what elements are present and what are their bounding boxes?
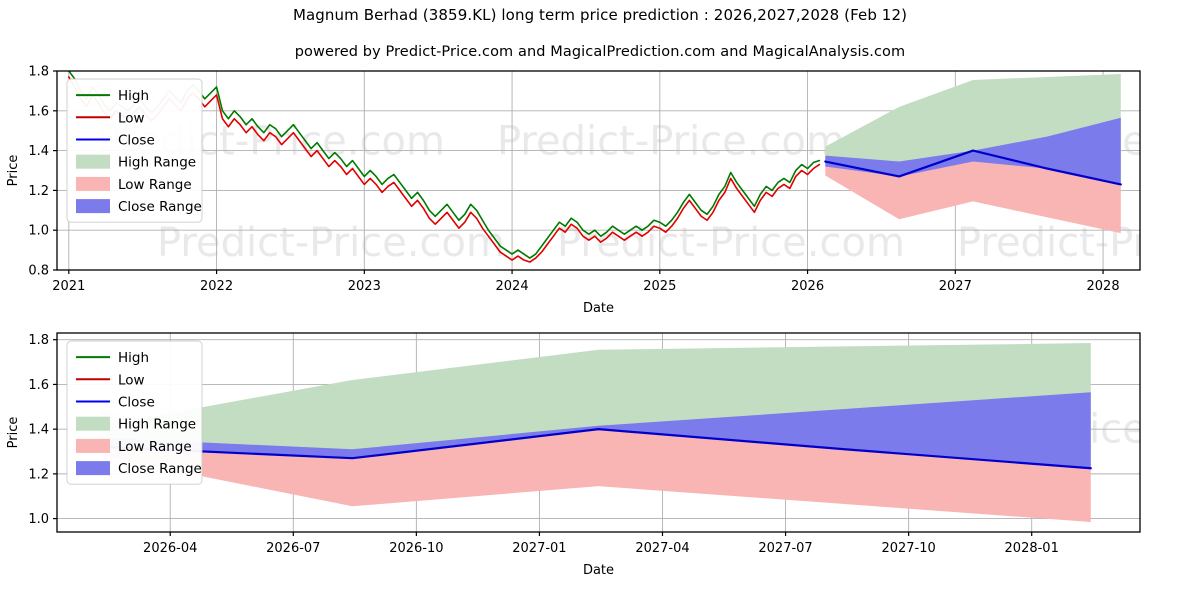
- legend-patch-swatch: [76, 438, 110, 453]
- x-tick-label: 2027-10: [881, 541, 935, 556]
- y-tick-label: 0.8: [28, 264, 49, 279]
- legend-patch-swatch: [76, 461, 110, 476]
- x-tick-label: 2026-07: [266, 541, 320, 556]
- series-group: [105, 343, 1092, 522]
- legend-patch-swatch: [76, 416, 110, 431]
- chart-legend: High Low Close High Range Low Range Close Ran…: [66, 78, 203, 223]
- low-range-band: [106, 429, 1091, 522]
- x-tick-label: 2026-10: [389, 541, 443, 556]
- low-range-band: [825, 150, 1121, 234]
- y-axis-label: Price: [6, 417, 21, 449]
- y-tick-label: 1.2: [28, 467, 49, 482]
- close-forecast-line: [105, 428, 1092, 470]
- legend-item-label: High: [118, 350, 149, 366]
- axis-frame: [56, 332, 1141, 533]
- y-axis-label: Price: [6, 155, 21, 187]
- x-tick-label: 2026-04: [143, 541, 197, 556]
- x-tick-label: 2025: [643, 279, 676, 294]
- y-tick-label: 1.0: [28, 512, 49, 527]
- legend-item-label: High Range: [118, 417, 196, 433]
- axis-ticks: 1.0 1.2 1.4 1.6 1.8 2026-04 2026-07 2026-10 2027…: [28, 333, 1059, 556]
- chart-overview-panel: Predict-Price.com Predict-Price.com Predic…: [6, 65, 1200, 316]
- y-tick-label: 1.6: [28, 378, 49, 393]
- y-tick-label: 1.8: [28, 65, 49, 80]
- close-forecast-line: [824, 149, 1122, 186]
- x-axis-label: Date: [583, 301, 614, 316]
- legend-item-label: Close Range: [118, 199, 202, 215]
- x-tick-label: 2026: [791, 279, 824, 294]
- x-axis-label: Date: [583, 563, 614, 578]
- x-tick-label: 2027-01: [512, 541, 566, 556]
- y-tick-label: 1.8: [28, 333, 49, 348]
- legend-item-label: Low: [118, 110, 145, 126]
- x-tick-label: 2027-04: [635, 541, 689, 556]
- y-tick-label: 1.6: [28, 104, 49, 119]
- legend-item-label: Low: [118, 372, 145, 388]
- y-tick-label: 1.2: [28, 184, 49, 199]
- watermark-label: Predict-Price.com: [557, 220, 905, 266]
- watermark-label: Predict-Price.com: [957, 220, 1200, 266]
- legend-patch-swatch: [76, 199, 110, 214]
- legend-item-label: Close Range: [118, 461, 202, 477]
- x-tick-label: 2022: [200, 279, 233, 294]
- legend-item-label: High: [118, 88, 149, 104]
- legend-item-label: Close: [118, 133, 155, 149]
- legend-patch-swatch: [76, 176, 110, 191]
- page-subtitle: powered by Predict-Price.com and Magical…: [294, 44, 906, 60]
- x-tick-label: 2023: [348, 279, 381, 294]
- watermark-label: Predict-Price.com: [157, 220, 505, 266]
- x-tick-label: 2027-07: [758, 541, 812, 556]
- y-tick-label: 1.4: [28, 144, 49, 159]
- legend-item-label: Close: [118, 395, 155, 411]
- x-tick-label: 2027: [939, 279, 972, 294]
- y-tick-label: 1.4: [28, 423, 49, 438]
- x-tick-label: 2024: [496, 279, 529, 294]
- y-tick-label: 1.0: [28, 224, 49, 239]
- watermark-label: Predict-Price.com: [497, 119, 845, 165]
- legend-item-label: Low Range: [118, 439, 192, 455]
- axis-ticks: 0.8 1.0 1.2 1.4 1.6 1.8 2021 2022 2023 2024 2025 20…: [28, 65, 1119, 295]
- page-title: Magnum Berhad (3859.KL) long term price …: [292, 6, 908, 24]
- legend-item-label: Low Range: [118, 177, 192, 193]
- x-tick-label: 2028-01: [1005, 541, 1059, 556]
- legend-item-label: High Range: [118, 155, 196, 171]
- x-tick-label: 2028: [1087, 279, 1120, 294]
- legend-patch-swatch: [76, 154, 110, 169]
- chart-forecast-detail-panel: Predict-Price.comPredict-Price.comPredic…: [6, 332, 1141, 578]
- x-tick-label: 2021: [52, 279, 85, 294]
- axis-frame: [56, 70, 1141, 271]
- chart-legend: High Low Close High Range Low Range Close Ran…: [66, 340, 203, 485]
